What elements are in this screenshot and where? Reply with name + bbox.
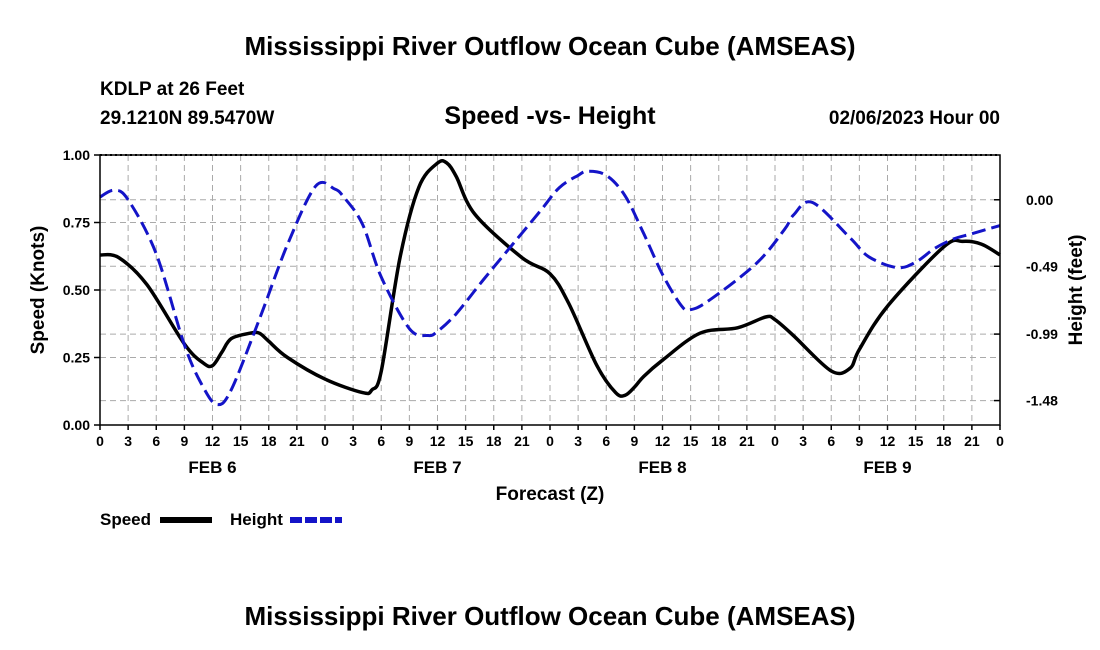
- x-tick-label: 9: [855, 433, 863, 449]
- y2-tick-label: -0.99: [1026, 326, 1058, 342]
- x-tick-label: 15: [908, 433, 924, 449]
- x-tick-label: 0: [321, 433, 329, 449]
- y2-axis-title: Height (feet): [1066, 235, 1087, 346]
- y-tick-label: 0.75: [63, 215, 90, 231]
- x-tick-label: 0: [96, 433, 104, 449]
- y-tick-label: 1.00: [63, 147, 90, 163]
- day-labels: FEB 6 FEB 7 FEB 8 FEB 9: [188, 458, 911, 477]
- x-tick-label: 12: [430, 433, 446, 449]
- x-tick-label: 9: [405, 433, 413, 449]
- speed-series-line: [99, 159, 1001, 398]
- y2-tick-label: -1.48: [1026, 393, 1058, 409]
- legend-speed-label: Speed: [100, 510, 151, 529]
- x-tick-label: 21: [289, 433, 305, 449]
- x-tick-label: 6: [152, 433, 160, 449]
- x-axis-ticks: 0 3 6 9 12 15 18 21 0 3 6 9 12 15 18 21 0 3 6 9 12 15 18 21 0 3 6 9…: [96, 425, 1004, 449]
- x-tick-label: 12: [205, 433, 221, 449]
- x-tick-label: 6: [827, 433, 835, 449]
- x-tick-label: 21: [514, 433, 530, 449]
- x-tick-label: 15: [683, 433, 699, 449]
- y2-tick-label: 0.00: [1026, 192, 1053, 208]
- x-tick-label: 3: [349, 433, 357, 449]
- x-tick-label: 3: [124, 433, 132, 449]
- y2-axis-ticks: 0.00 -0.49 -0.99 -1.48: [994, 192, 1058, 409]
- x-tick-label: 0: [996, 433, 1004, 449]
- x-tick-label: 18: [486, 433, 502, 449]
- series-lines: [99, 159, 1001, 407]
- x-tick-label: 0: [771, 433, 779, 449]
- day-label: FEB 6: [188, 458, 236, 477]
- x-tick-label: 9: [630, 433, 638, 449]
- y-axis-ticks: 0.00 0.25 0.50 0.75 1.00: [63, 147, 100, 433]
- x-tick-label: 12: [880, 433, 896, 449]
- x-tick-label: 21: [739, 433, 755, 449]
- forecast-date: 02/06/2023 Hour 00: [829, 108, 1000, 129]
- x-tick-label: 9: [180, 433, 188, 449]
- day-label: FEB 7: [413, 458, 461, 477]
- x-tick-label: 6: [602, 433, 610, 449]
- main-title: Mississippi River Outflow Ocean Cube (AM…: [244, 31, 855, 61]
- y2-tick-label: -0.49: [1026, 258, 1058, 274]
- x-tick-label: 15: [458, 433, 474, 449]
- x-tick-label: 21: [964, 433, 980, 449]
- x-tick-label: 18: [936, 433, 952, 449]
- x-axis-title: Forecast (Z): [496, 484, 605, 505]
- footer-title: Mississippi River Outflow Ocean Cube (AM…: [244, 601, 855, 631]
- coordinates-label: 29.1210N 89.5470W: [100, 108, 274, 129]
- legend-height-label: Height: [230, 510, 283, 529]
- x-tick-label: 3: [574, 433, 582, 449]
- height-series-line: [99, 169, 1001, 407]
- y-tick-label: 0.50: [63, 282, 90, 298]
- day-label: FEB 8: [638, 458, 686, 477]
- x-tick-label: 0: [546, 433, 554, 449]
- plot-title: Speed -vs- Height: [444, 102, 656, 130]
- y-axis-title: Speed (Knots): [28, 226, 49, 355]
- y-tick-label: 0.00: [63, 417, 90, 433]
- station-label: KDLP at 26 Feet: [100, 79, 245, 100]
- y-tick-label: 0.25: [63, 350, 90, 366]
- x-tick-label: 12: [655, 433, 671, 449]
- x-tick-label: 6: [377, 433, 385, 449]
- x-tick-label: 18: [261, 433, 277, 449]
- x-tick-label: 3: [799, 433, 807, 449]
- day-label: FEB 9: [863, 458, 911, 477]
- x-tick-label: 18: [711, 433, 727, 449]
- x-tick-label: 15: [233, 433, 249, 449]
- legend: Speed Height: [100, 510, 342, 529]
